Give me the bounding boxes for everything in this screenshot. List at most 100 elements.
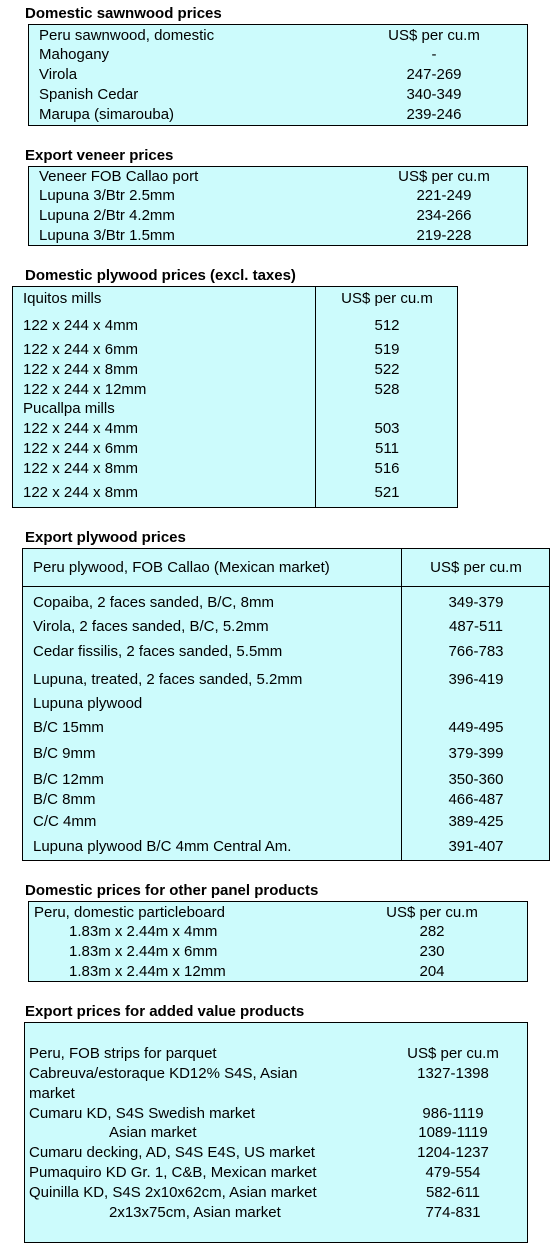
row-label: 122 x 244 x 12mm bbox=[23, 381, 147, 398]
row-value: 512 bbox=[374, 317, 400, 334]
row-label: Cedar fissilis, 2 faces sanded, 5.5mm bbox=[33, 643, 283, 660]
table-row: 122 x 244 x 8mm 516 bbox=[13, 459, 457, 479]
section-title: Export prices for added value products bbox=[25, 1003, 305, 1020]
row-label: C/C 4mm bbox=[33, 813, 97, 830]
row-value: 221-249 bbox=[416, 187, 472, 204]
table-row: Lupuna 3/Btr 1.5mm 219-228 bbox=[29, 226, 527, 246]
table-row: Cedar fissilis, 2 faces sanded, 5.5mm 76… bbox=[23, 642, 549, 662]
table-row: Cumaru decking, AD, S4S E4S, US market 1… bbox=[25, 1143, 527, 1163]
table-row: 122 x 244 x 4mm 512 bbox=[13, 316, 457, 336]
table-header-row: Iquitos mills US$ per cu.m bbox=[13, 289, 457, 309]
row-label: B/C 9mm bbox=[33, 745, 96, 762]
row-label: Quinilla KD, S4S 2x10x62cm, Asian market bbox=[29, 1184, 317, 1201]
column-divider bbox=[401, 549, 402, 860]
row-value: - bbox=[431, 46, 437, 63]
row-value: 487-511 bbox=[449, 618, 503, 635]
row-label: Asian market bbox=[109, 1124, 197, 1141]
row-label: 122 x 244 x 8mm bbox=[23, 460, 139, 477]
row-value: 516 bbox=[374, 460, 400, 477]
row-value: 340-349 bbox=[406, 86, 462, 103]
row-value: 349-379 bbox=[448, 594, 504, 611]
header-label: Peru plywood, FOB Callao (Mexican market… bbox=[33, 559, 330, 576]
table-row: B/C 8mm 466-487 bbox=[23, 790, 549, 810]
row-label: 122 x 244 x 8mm bbox=[23, 361, 139, 378]
row-label: 2x13x75cm, Asian market bbox=[109, 1204, 281, 1221]
row-label: B/C 8mm bbox=[33, 791, 96, 808]
row-value: 389-425 bbox=[448, 813, 504, 830]
table-row: B/C 12mm 350-360 bbox=[23, 770, 549, 790]
row-value: 247-269 bbox=[406, 66, 462, 83]
price-table: Iquitos mills US$ per cu.m 122 x 244 x 4… bbox=[12, 286, 458, 508]
row-label: 122 x 244 x 4mm bbox=[23, 317, 139, 334]
table-row: 122 x 244 x 4mm 503 bbox=[13, 419, 457, 439]
price-table: Veneer FOB Callao port US$ per cu.m Lupu… bbox=[28, 166, 528, 246]
table-row: Copaiba, 2 faces sanded, B/C, 8mm 349-37… bbox=[23, 593, 549, 613]
row-value: 774-831 bbox=[425, 1204, 481, 1221]
row-label: Lupuna 3/Btr 1.5mm bbox=[39, 227, 175, 244]
section-title: Domestic sawnwood prices bbox=[25, 5, 222, 22]
row-label: Marupa (simarouba) bbox=[39, 106, 175, 123]
row-label: 122 x 244 x 6mm bbox=[23, 440, 139, 457]
table-header-row: Veneer FOB Callao port US$ per cu.m bbox=[29, 167, 527, 187]
row-label: market bbox=[29, 1085, 75, 1102]
table-row: Virola 247-269 bbox=[29, 65, 527, 85]
column-divider bbox=[315, 287, 316, 507]
section-title: Export plywood prices bbox=[25, 529, 186, 546]
row-label: 1.83m x 2.44m x 4mm bbox=[69, 923, 218, 940]
header-unit: US$ per cu.m bbox=[430, 559, 522, 576]
row-label: Copaiba, 2 faces sanded, B/C, 8mm bbox=[33, 594, 274, 611]
row-label: Virola, 2 faces sanded, B/C, 5.2mm bbox=[33, 618, 269, 635]
row-label: 1.83m x 2.44m x 6mm bbox=[69, 943, 218, 960]
table-row: Cabreuva/estoraque KD12% S4S, Asian 1327… bbox=[25, 1064, 527, 1084]
table-row: Lupuna plywood B/C 4mm Central Am. 391-4… bbox=[23, 837, 549, 857]
row-value: 219-228 bbox=[416, 227, 472, 244]
row-label: Spanish Cedar bbox=[39, 86, 139, 103]
price-table: Peru, FOB strips for parquet US$ per cu.… bbox=[24, 1022, 528, 1243]
table-row: B/C 9mm 379-399 bbox=[23, 744, 549, 764]
row-value: 396-419 bbox=[448, 671, 504, 688]
table-row: 1.83m x 2.44m x 4mm 282 bbox=[29, 922, 527, 942]
row-value: 986-1119 bbox=[422, 1105, 484, 1122]
header-unit: US$ per cu.m bbox=[407, 1045, 499, 1062]
row-label: Lupuna plywood bbox=[33, 695, 143, 712]
table-row: Virola, 2 faces sanded, B/C, 5.2mm 487-5… bbox=[23, 617, 549, 637]
header-divider bbox=[23, 586, 549, 587]
table-row: Lupuna plywood bbox=[23, 694, 549, 714]
row-value: 449-495 bbox=[448, 719, 504, 736]
table-row: Pucallpa mills bbox=[13, 399, 457, 419]
table-row: Lupuna, treated, 2 faces sanded, 5.2mm 3… bbox=[23, 670, 549, 690]
row-value: 511 bbox=[375, 440, 399, 457]
row-label: Cumaru decking, AD, S4S E4S, US market bbox=[29, 1144, 315, 1161]
row-value: 479-554 bbox=[425, 1164, 481, 1181]
row-value: 391-407 bbox=[448, 838, 504, 855]
row-label: Pucallpa mills bbox=[23, 400, 115, 417]
table-row: Spanish Cedar 340-349 bbox=[29, 85, 527, 105]
row-value: 466-487 bbox=[448, 791, 504, 808]
header-label: Peru, FOB strips for parquet bbox=[29, 1045, 217, 1062]
header-unit: US$ per cu.m bbox=[398, 168, 490, 185]
table-row: market bbox=[25, 1084, 527, 1104]
price-table: Peru sawnwood, domestic US$ per cu.m Mah… bbox=[28, 24, 528, 126]
row-label: Cabreuva/estoraque KD12% S4S, Asian bbox=[29, 1065, 298, 1082]
row-value: 503 bbox=[374, 420, 400, 437]
table-header-row: Peru sawnwood, domestic US$ per cu.m bbox=[29, 26, 527, 46]
header-unit: US$ per cu.m bbox=[341, 290, 433, 307]
header-label: Peru sawnwood, domestic bbox=[39, 27, 215, 44]
row-label: B/C 12mm bbox=[33, 771, 104, 788]
table-row: Lupuna 2/Btr 4.2mm 234-266 bbox=[29, 206, 527, 226]
header-unit: US$ per cu.m bbox=[386, 904, 478, 921]
price-table: Peru plywood, FOB Callao (Mexican market… bbox=[22, 548, 550, 861]
price-table: Peru, domestic particleboard US$ per cu.… bbox=[28, 901, 528, 982]
row-value: 1327-1398 bbox=[417, 1065, 489, 1082]
table-row: Mahogany - bbox=[29, 45, 527, 65]
table-row: Cumaru KD, S4S Swedish market 986-1119 bbox=[25, 1104, 527, 1124]
table-row: 1.83m x 2.44m x 6mm 230 bbox=[29, 942, 527, 962]
header-label: Veneer FOB Callao port bbox=[39, 168, 199, 185]
section-title: Export veneer prices bbox=[25, 147, 174, 164]
row-label: Lupuna plywood B/C 4mm Central Am. bbox=[33, 838, 292, 855]
row-label: Lupuna, treated, 2 faces sanded, 5.2mm bbox=[33, 671, 303, 688]
row-label: Virola bbox=[39, 66, 78, 83]
table-row: Pumaquiro KD Gr. 1, C&B, Mexican market … bbox=[25, 1163, 527, 1183]
table-row: 122 x 244 x 12mm 528 bbox=[13, 380, 457, 400]
row-value: 234-266 bbox=[416, 207, 472, 224]
